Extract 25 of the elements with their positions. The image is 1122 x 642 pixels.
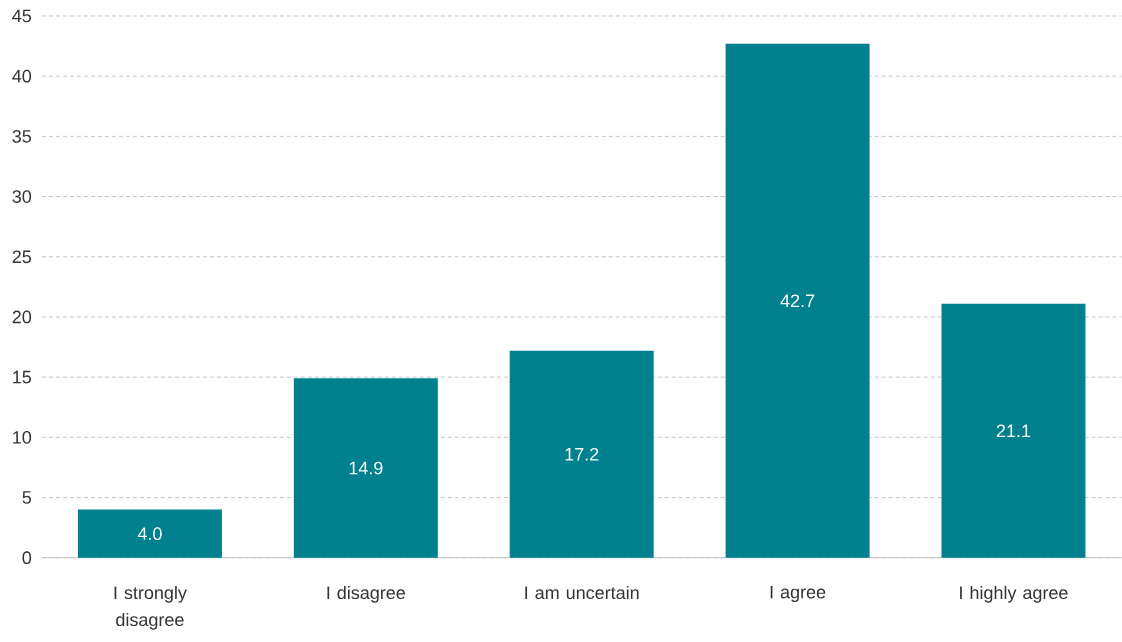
x-tick-label: I highly agree xyxy=(960,586,1068,603)
bar xyxy=(293,378,438,558)
y-tick-label: 0 xyxy=(22,551,32,565)
y-tick-label: 25 xyxy=(12,250,32,264)
x-tick-label: I strongly disagree xyxy=(114,586,187,630)
y-tick-label: 10 xyxy=(13,431,32,444)
data-label: 14.9 xyxy=(349,461,383,475)
x-tick-label: I agree xyxy=(770,586,826,603)
x-tick-label: I am uncertain xyxy=(525,586,639,600)
y-tick-label: 40 xyxy=(12,69,32,83)
y-tick-label: 35 xyxy=(12,130,32,143)
y-tick-label: 30 xyxy=(12,190,32,204)
data-label: 21.1 xyxy=(996,424,1031,438)
data-label: 17.2 xyxy=(565,448,599,461)
data-label: 4.0 xyxy=(137,527,162,541)
bar xyxy=(77,509,222,558)
data-label: 42.7 xyxy=(780,294,815,308)
y-tick-label: 45 xyxy=(12,9,32,23)
y-tick-label: 20 xyxy=(12,310,32,324)
y-tick-label: 15 xyxy=(13,371,32,384)
bar xyxy=(725,43,870,558)
bar xyxy=(509,350,654,558)
y-tick-label: 5 xyxy=(22,491,32,504)
x-tick-label: I disagree xyxy=(327,586,406,603)
bar xyxy=(941,303,1086,558)
